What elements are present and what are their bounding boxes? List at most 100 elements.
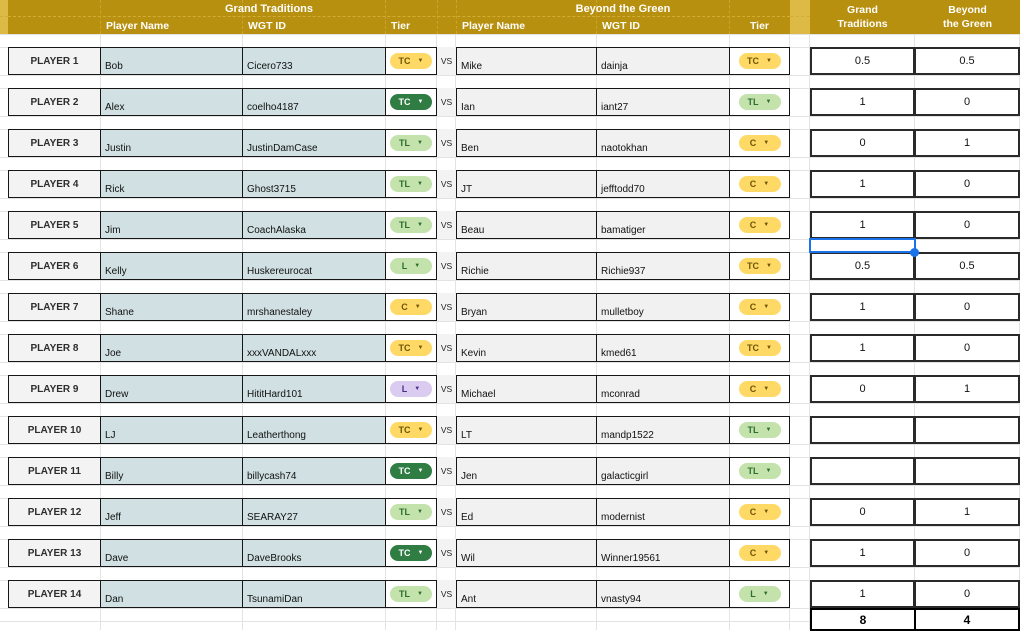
score-cell-beyond-the-green[interactable]: 0 — [914, 539, 1020, 567]
score-cell-grand-traditions[interactable]: 1 — [810, 170, 915, 198]
score-cell-grand-traditions[interactable]: 0 — [810, 375, 915, 403]
right-wgt-id-cell[interactable]: mconrad — [596, 375, 730, 403]
score-cell-beyond-the-green[interactable]: 1 — [914, 129, 1020, 157]
right-tier-pill[interactable]: C ▼ — [738, 381, 781, 397]
left-tier-pill[interactable]: TL ▼ — [390, 135, 432, 151]
left-tier-pill[interactable]: TC ▼ — [390, 422, 432, 438]
right-tier-pill[interactable]: TC ▼ — [738, 340, 781, 356]
left-tier-pill[interactable]: TC ▼ — [390, 53, 432, 69]
left-wgt-id-cell[interactable]: DaveBrooks — [242, 539, 386, 567]
score-cell-grand-traditions[interactable]: 1 — [810, 211, 915, 239]
left-wgt-id-cell[interactable]: Cicero733 — [242, 47, 386, 75]
right-wgt-id-cell[interactable]: iant27 — [596, 88, 730, 116]
left-tier-pill[interactable]: L ▼ — [390, 381, 432, 397]
right-player-name-cell[interactable]: Beau — [456, 211, 597, 239]
score-cell-beyond-the-green[interactable]: 0 — [914, 211, 1020, 239]
right-player-name-cell[interactable]: Kevin — [456, 334, 597, 362]
left-wgt-id-cell[interactable]: TsunamiDan — [242, 580, 386, 608]
right-player-name-cell[interactable]: Michael — [456, 375, 597, 403]
right-tier-pill[interactable]: TL ▼ — [738, 422, 781, 438]
right-tier-pill[interactable]: L ▼ — [738, 586, 781, 602]
left-wgt-id-cell[interactable]: Ghost3715 — [242, 170, 386, 198]
score-cell-beyond-the-green[interactable] — [914, 457, 1020, 485]
score-cell-beyond-the-green[interactable]: 0 — [914, 293, 1020, 321]
right-wgt-id-cell[interactable]: mandp1522 — [596, 416, 730, 444]
left-player-name-cell[interactable]: Alex — [100, 88, 243, 116]
left-tier-pill[interactable]: TL ▼ — [390, 504, 432, 520]
left-tier-pill[interactable]: TC ▼ — [390, 94, 432, 110]
right-wgt-id-cell[interactable]: kmed61 — [596, 334, 730, 362]
right-wgt-id-cell[interactable]: dainja — [596, 47, 730, 75]
left-tier-pill[interactable]: TC ▼ — [390, 545, 432, 561]
right-wgt-id-cell[interactable]: galacticgirl — [596, 457, 730, 485]
right-tier-pill[interactable]: TL ▼ — [738, 94, 781, 110]
score-cell-grand-traditions[interactable]: 1 — [810, 334, 915, 362]
right-player-name-cell[interactable]: Ben — [456, 129, 597, 157]
score-cell-beyond-the-green[interactable]: 0 — [914, 580, 1020, 608]
left-wgt-id-cell[interactable]: xxxVANDALxxx — [242, 334, 386, 362]
left-tier-pill[interactable]: C ▼ — [390, 299, 432, 315]
right-player-name-cell[interactable]: JT — [456, 170, 597, 198]
score-cell-grand-traditions[interactable] — [810, 416, 915, 444]
left-tier-pill[interactable]: TL ▼ — [390, 217, 432, 233]
score-cell-grand-traditions[interactable]: 1 — [810, 580, 915, 608]
right-wgt-id-cell[interactable]: vnasty94 — [596, 580, 730, 608]
right-wgt-id-cell[interactable]: naotokhan — [596, 129, 730, 157]
score-cell-grand-traditions[interactable]: 1 — [810, 539, 915, 567]
left-player-name-cell[interactable]: Drew — [100, 375, 243, 403]
right-player-name-cell[interactable]: Mike — [456, 47, 597, 75]
right-tier-pill[interactable]: TL ▼ — [738, 463, 781, 479]
left-tier-pill[interactable]: TC ▼ — [390, 463, 432, 479]
left-player-name-cell[interactable]: LJ — [100, 416, 243, 444]
right-player-name-cell[interactable]: Wil — [456, 539, 597, 567]
left-player-name-cell[interactable]: Bob — [100, 47, 243, 75]
total-beyond-the-green[interactable]: 4 — [914, 608, 1020, 631]
right-wgt-id-cell[interactable]: bamatiger — [596, 211, 730, 239]
right-wgt-id-cell[interactable]: mulletboy — [596, 293, 730, 321]
right-tier-pill[interactable]: TC ▼ — [738, 53, 781, 69]
right-tier-pill[interactable]: C ▼ — [738, 545, 781, 561]
right-tier-pill[interactable]: C ▼ — [738, 504, 781, 520]
score-cell-beyond-the-green[interactable]: 0 — [914, 170, 1020, 198]
score-cell-beyond-the-green[interactable] — [914, 416, 1020, 444]
left-tier-pill[interactable]: TL ▼ — [390, 586, 432, 602]
left-wgt-id-cell[interactable]: SEARAY27 — [242, 498, 386, 526]
right-tier-pill[interactable]: TC ▼ — [738, 258, 781, 274]
right-wgt-id-cell[interactable]: Richie937 — [596, 252, 730, 280]
left-player-name-cell[interactable]: Justin — [100, 129, 243, 157]
score-cell-grand-traditions[interactable] — [810, 457, 915, 485]
score-cell-beyond-the-green[interactable]: 1 — [914, 375, 1020, 403]
left-player-name-cell[interactable]: Dan — [100, 580, 243, 608]
left-wgt-id-cell[interactable]: JustinDamCase — [242, 129, 386, 157]
score-cell-grand-traditions[interactable]: 0 — [810, 129, 915, 157]
left-wgt-id-cell[interactable]: HititHard101 — [242, 375, 386, 403]
right-player-name-cell[interactable]: Ant — [456, 580, 597, 608]
left-tier-pill[interactable]: TL ▼ — [390, 176, 432, 192]
score-cell-beyond-the-green[interactable]: 0 — [914, 334, 1020, 362]
score-cell-grand-traditions[interactable]: 1 — [810, 88, 915, 116]
left-player-name-cell[interactable]: Joe — [100, 334, 243, 362]
right-player-name-cell[interactable]: Ed — [456, 498, 597, 526]
right-tier-pill[interactable]: C ▼ — [738, 135, 781, 151]
score-cell-beyond-the-green[interactable]: 0.5 — [914, 252, 1020, 280]
left-wgt-id-cell[interactable]: billycash74 — [242, 457, 386, 485]
left-tier-pill[interactable]: L ▼ — [390, 258, 432, 274]
left-wgt-id-cell[interactable]: Huskereurocat — [242, 252, 386, 280]
selected-cell-outline[interactable] — [809, 238, 919, 257]
left-wgt-id-cell[interactable]: mrshanestaley — [242, 293, 386, 321]
right-tier-pill[interactable]: C ▼ — [738, 217, 781, 233]
left-player-name-cell[interactable]: Shane — [100, 293, 243, 321]
left-wgt-id-cell[interactable]: CoachAlaska — [242, 211, 386, 239]
score-cell-beyond-the-green[interactable]: 1 — [914, 498, 1020, 526]
score-cell-beyond-the-green[interactable]: 0.5 — [914, 47, 1020, 75]
right-player-name-cell[interactable]: Ian — [456, 88, 597, 116]
left-wgt-id-cell[interactable]: Leatherthong — [242, 416, 386, 444]
right-tier-pill[interactable]: C ▼ — [738, 299, 781, 315]
score-cell-grand-traditions[interactable]: 1 — [810, 293, 915, 321]
left-player-name-cell[interactable]: Jim — [100, 211, 243, 239]
right-wgt-id-cell[interactable]: modernist — [596, 498, 730, 526]
right-player-name-cell[interactable]: LT — [456, 416, 597, 444]
left-player-name-cell[interactable]: Kelly — [100, 252, 243, 280]
left-tier-pill[interactable]: TC ▼ — [390, 340, 432, 356]
score-cell-grand-traditions[interactable]: 0.5 — [810, 47, 915, 75]
